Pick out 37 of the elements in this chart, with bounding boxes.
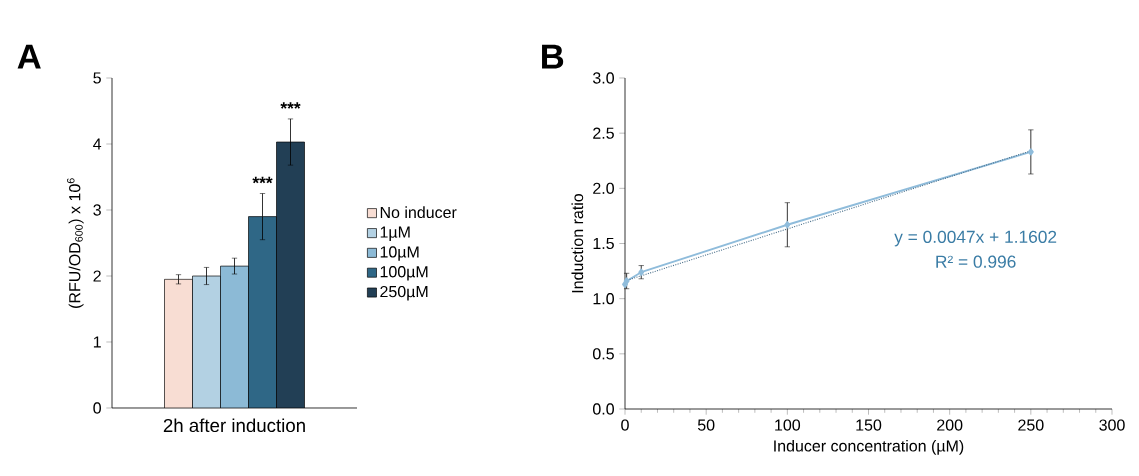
x-tick-label: 50 (697, 419, 715, 431)
y-axis-title: Induction ratio (571, 193, 584, 293)
legend-label: No inducer (380, 206, 457, 219)
y-tick-label: 1.0 (593, 293, 614, 305)
y-tick-label: 4 (93, 138, 102, 150)
y-tick-label: 0.5 (592, 348, 614, 360)
annotation: *** (280, 102, 301, 109)
x-tick-label: 250 (1018, 419, 1044, 431)
legend-label: 1µM (380, 226, 410, 241)
x-tick-label: 300 (1099, 419, 1125, 431)
y-tick-label: 2.5 (593, 127, 614, 139)
y-tick-label: 1 (93, 336, 101, 348)
y-tick-label: 0.0 (592, 403, 614, 415)
legend-label: 100µM (380, 266, 428, 281)
y-tick-label: 1.5 (593, 237, 614, 250)
y-tick-label: 0 (93, 402, 101, 414)
chart-title: B (542, 44, 564, 69)
y-tick-label: 2 (93, 270, 101, 282)
y-tick-label: 2.0 (593, 182, 614, 194)
point (1027, 148, 1034, 156)
y-axis-title: (RFU/OD$_{600}$) x 10$^{6}$ (66, 178, 84, 308)
chart-title: A (17, 44, 41, 69)
legend-label: 10µM (380, 246, 419, 261)
annotation: *** (252, 176, 273, 184)
legend-label: 250µM (380, 285, 428, 301)
x-tick-label: 2h after induction (163, 418, 305, 433)
y-tick-label: 3 (93, 204, 101, 216)
x-tick-label: 0 (621, 419, 629, 431)
annotation: y = 0.0047x + 1.1602 (894, 230, 1057, 247)
y-tick-label: 5 (93, 72, 101, 84)
point (784, 221, 791, 229)
x-axis-title: Inducer concentration (µM) (774, 439, 964, 455)
x-tick-label: 200 (937, 419, 963, 431)
y-tick-label: 3.0 (592, 72, 614, 84)
annotation: R² = 0.996 (936, 255, 1016, 268)
x-tick-label: 150 (856, 419, 882, 431)
x-tick-label: 100 (775, 419, 801, 431)
